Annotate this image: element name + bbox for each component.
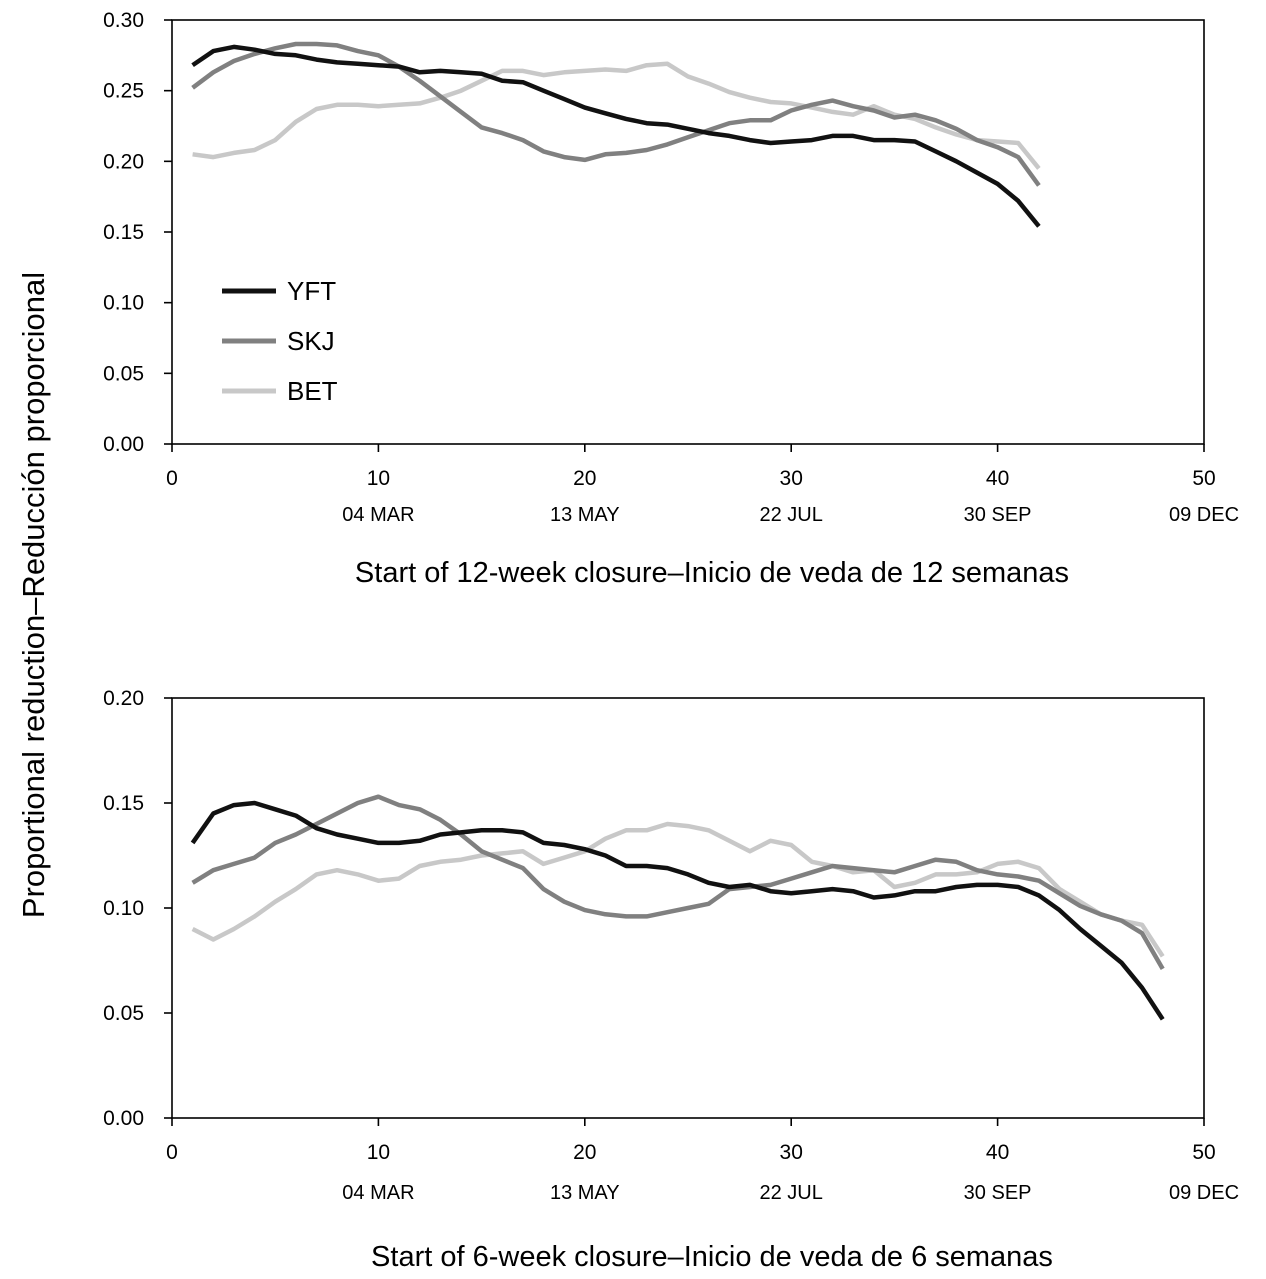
- x-axis-label: Start of 6-week closure–Inicio de veda d…: [371, 1241, 1053, 1273]
- date-label: 13 MAY: [550, 504, 620, 526]
- series-line-yft: [191, 44, 1041, 228]
- date-label: 09 DEC: [1169, 504, 1239, 526]
- x-tick-label: 0: [166, 1141, 178, 1164]
- y-tick-label: 0.20: [103, 150, 144, 173]
- chart-panel-12-week: 0.00 0.05 0.10 0.15 0.20 0.25 0.30 0 10 20 30 40 50 0…: [103, 9, 1239, 589]
- x-tick-label: 0: [166, 467, 178, 490]
- y-tick-label: 0.10: [103, 897, 144, 920]
- date-label: 04 MAR: [342, 1182, 414, 1204]
- date-label: 22 JUL: [760, 504, 823, 526]
- date-label: 04 MAR: [342, 504, 414, 526]
- series-line-yft: [190, 800, 1165, 1021]
- date-label: 22 JUL: [760, 1182, 823, 1204]
- date-label: 13 MAY: [550, 1182, 620, 1204]
- y-tick-label: 0.15: [103, 792, 144, 815]
- x-tick-label: 50: [1192, 1141, 1215, 1164]
- chart-panel-6-week: 0.00 0.05 0.10 0.15 0.20 0 10 20 30 40 50 04 MAR 13 …: [103, 687, 1239, 1273]
- y-tick-label: 0.05: [103, 362, 144, 385]
- y-tick-label: 0.05: [103, 1002, 144, 1025]
- x-tick-label: 20: [573, 467, 596, 490]
- series-line-skj: [191, 794, 1165, 971]
- y-tick-label: 0.10: [103, 292, 144, 315]
- legend-label-yft: YFT: [287, 276, 336, 306]
- y-axis-label: Proportional reduction–Reducción proporc…: [16, 272, 51, 918]
- legend-label-skj: SKJ: [287, 326, 335, 356]
- x-axis-label: Start of 12-week closure–Inicio de veda …: [355, 557, 1069, 589]
- x-tick-label: 40: [986, 467, 1009, 490]
- x-tick-label: 20: [573, 1141, 596, 1164]
- legend-label-bet: BET: [287, 376, 338, 406]
- x-tick-label: 40: [986, 1141, 1009, 1164]
- y-tick-label: 0.15: [103, 221, 144, 244]
- y-tick-label: 0.20: [103, 687, 144, 710]
- date-label: 09 DEC: [1169, 1182, 1239, 1204]
- y-tick-label: 0.30: [103, 9, 144, 32]
- x-tick-label: 30: [780, 1141, 803, 1164]
- y-tick-label: 0.00: [103, 433, 144, 456]
- x-tick-label: 50: [1192, 467, 1215, 490]
- x-tick-label: 10: [367, 467, 390, 490]
- y-tick-label: 0.25: [103, 80, 144, 103]
- x-tick-label: 30: [780, 467, 803, 490]
- series-line-skj: [191, 41, 1041, 187]
- date-label: 30 SEP: [964, 1182, 1032, 1204]
- series-line-bet: [191, 821, 1165, 958]
- date-label: 30 SEP: [964, 504, 1032, 526]
- x-tick-label: 10: [367, 1141, 390, 1164]
- y-tick-label: 0.00: [103, 1107, 144, 1130]
